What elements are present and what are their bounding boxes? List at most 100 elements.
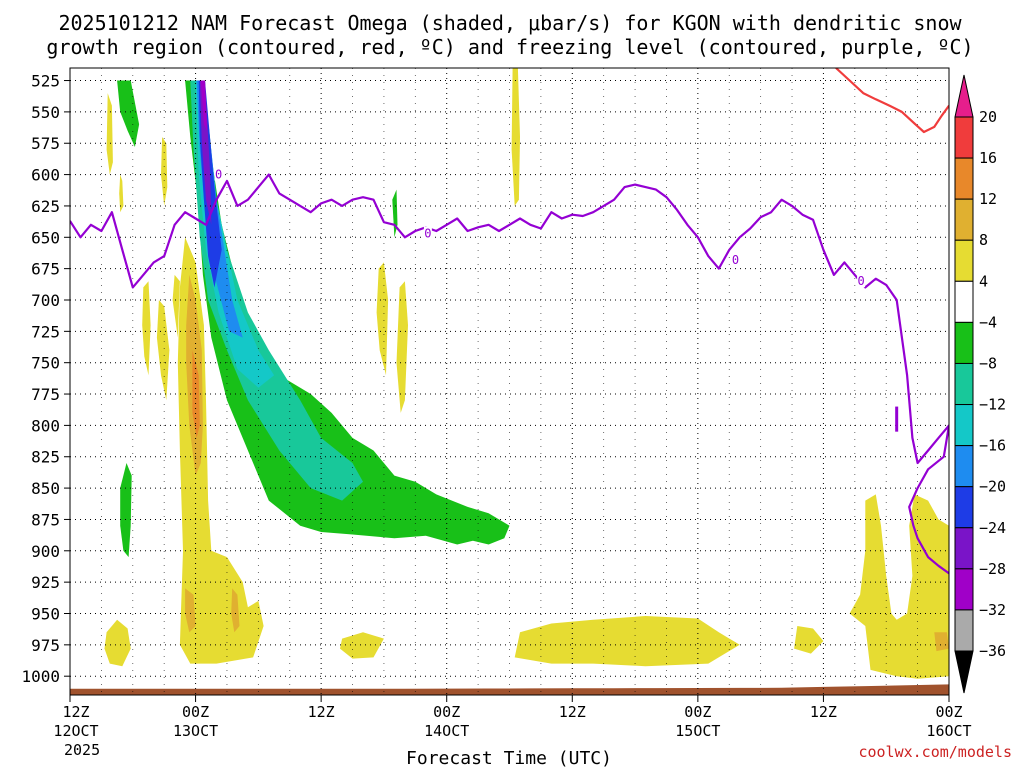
plot-area: 0 0 0 0 <box>70 68 949 695</box>
colorbar-label-1: 16 <box>979 149 997 167</box>
colorbar-bin-4 <box>954 280 974 323</box>
contour-layer: 0 0 0 0 <box>70 68 949 575</box>
terrain-fill <box>70 684 949 695</box>
freezing-label-1: 0 <box>424 227 431 241</box>
y-tick-label-950: 950 <box>31 604 60 623</box>
y-tick-label-600: 600 <box>31 166 60 185</box>
y-tick-label-975: 975 <box>31 636 60 655</box>
x-tick-date-3: 14OCT <box>424 722 469 740</box>
x-tick-year-0: 2025 <box>64 741 100 759</box>
colorbar-bin-1 <box>954 157 974 200</box>
sinking-yellow-left-column-3 <box>172 274 180 338</box>
sinking-gold-patch <box>185 588 196 633</box>
colorbar-bottom-arrow <box>954 650 974 694</box>
x-tick-date-0: 12OCT <box>53 722 98 740</box>
colorbar-bin-8 <box>954 445 974 488</box>
y-tick-label-800: 800 <box>31 416 60 435</box>
dgz-contour <box>835 68 949 134</box>
pressure-axis: 525 550 575 600 625 650 675 700 725 750 775 800 825 8… <box>21 72 70 686</box>
colorbar-bin-10 <box>954 527 974 570</box>
x-tick-label-4: 12Z <box>559 703 586 721</box>
freezing-label-bg-2 <box>731 252 740 266</box>
colorbar-label-3: 8 <box>979 231 988 249</box>
x-tick-label-0: 12Z <box>62 703 89 721</box>
colorbar-bin-2 <box>954 198 974 241</box>
sinking-yellow-left-column-2 <box>156 300 170 401</box>
sinking-yellow-low-right <box>794 626 824 654</box>
x-tick-label-2: 12Z <box>308 703 335 721</box>
y-tick-label-525: 525 <box>31 72 60 91</box>
colorbar-label-10: −24 <box>979 519 1006 537</box>
upward-motion-purple <box>200 80 208 131</box>
credit-text: coolwx.com/models <box>858 743 1012 761</box>
sinking-yellow-mid-column <box>376 262 389 376</box>
colorbar-bin-3 <box>954 239 974 282</box>
freezing-label-bg-1 <box>423 226 432 240</box>
colorbar-label-13: −36 <box>979 642 1006 660</box>
colorbar-top-arrow <box>954 74 974 118</box>
colorbar-label-9: −20 <box>979 478 1006 496</box>
x-tick-label-3: 00Z <box>433 703 460 721</box>
sinking-yellow-left-blob <box>119 174 124 213</box>
upward-motion-violet <box>199 80 212 225</box>
sinking-yellow-low-band-2 <box>514 616 740 667</box>
colorbar-bin-0 <box>954 116 974 159</box>
colorbar-label-5: −4 <box>979 313 997 331</box>
green-streak-early <box>117 80 140 147</box>
colorbar-bin-7 <box>954 404 974 447</box>
freezing-label-bg-0 <box>214 167 223 181</box>
y-tick-label-825: 825 <box>31 448 60 467</box>
sinking-yellow-low-left <box>104 619 131 667</box>
chart-title-line-1: 2025101212 NAM Forecast Omega (shaded, μ… <box>58 11 962 35</box>
sinking-orange-right <box>934 632 949 652</box>
colorbar-label-8: −16 <box>979 437 1006 455</box>
sinking-yellow-mid-column-2 <box>396 281 408 413</box>
sinking-yellow-upper-mid <box>511 68 520 206</box>
colorbar-bin-6 <box>954 362 974 406</box>
freezing-label-bg-3 <box>857 274 866 288</box>
colorbar-label-7: −12 <box>979 396 1006 414</box>
sinking-orange-core <box>192 350 200 438</box>
plot-frame <box>69 67 950 696</box>
sinking-yellow-right-column <box>849 494 949 679</box>
y-tick-label-575: 575 <box>31 134 60 153</box>
x-tick-label-7: 00Z <box>935 703 962 721</box>
chart-title-line-2: growth region (contoured, red, ºC) and f… <box>46 35 973 59</box>
colorbar-label-0: 20 <box>979 108 997 126</box>
colorbar-bin-5 <box>954 321 974 364</box>
colorbar-bin-9 <box>954 486 974 529</box>
sinking-yellow-upper-left <box>106 93 113 175</box>
x-tick-label-5: 00Z <box>684 703 711 721</box>
y-tick-label-925: 925 <box>31 573 60 592</box>
y-tick-label-775: 775 <box>31 385 60 404</box>
y-tick-label-1000: 1000 <box>21 667 60 686</box>
x-tick-date-5: 15OCT <box>675 722 720 740</box>
terrain-layer <box>70 684 949 695</box>
y-tick-label-625: 625 <box>31 197 60 216</box>
x-tick-date-7: 16OCT <box>926 722 971 740</box>
colorbar-bin-12 <box>954 609 974 652</box>
colorbar-label-12: −32 <box>979 601 1006 619</box>
colorbar-bin-11 <box>954 568 974 611</box>
y-tick-label-675: 675 <box>31 260 60 279</box>
y-tick-label-725: 725 <box>31 322 60 341</box>
y-tick-label-700: 700 <box>31 291 60 310</box>
colorbar: 20 16 12 8 4 −4 −8 −12 −16 −20 −24 −28 −32 −36 <box>954 74 1006 694</box>
x-axis-title: Forecast Time (UTC) <box>406 748 612 768</box>
freezing-label-2: 0 <box>732 253 739 267</box>
freezing-label-0: 0 <box>215 168 222 182</box>
y-tick-label-900: 900 <box>31 542 60 561</box>
colorbar-label-6: −8 <box>979 354 997 372</box>
colorbar-label-2: 12 <box>979 190 997 208</box>
omega-shading-layer <box>104 68 949 679</box>
y-tick-label-750: 750 <box>31 354 60 373</box>
x-tick-label-1: 00Z <box>182 703 209 721</box>
y-tick-label-550: 550 <box>31 103 60 122</box>
sinking-yellow-low-band <box>340 632 384 659</box>
colorbar-label-11: −28 <box>979 560 1006 578</box>
y-tick-label-650: 650 <box>31 228 60 247</box>
x-tick-label-6: 12Z <box>810 703 837 721</box>
freezing-label-3: 0 <box>857 274 864 288</box>
green-streak-low <box>120 463 132 558</box>
